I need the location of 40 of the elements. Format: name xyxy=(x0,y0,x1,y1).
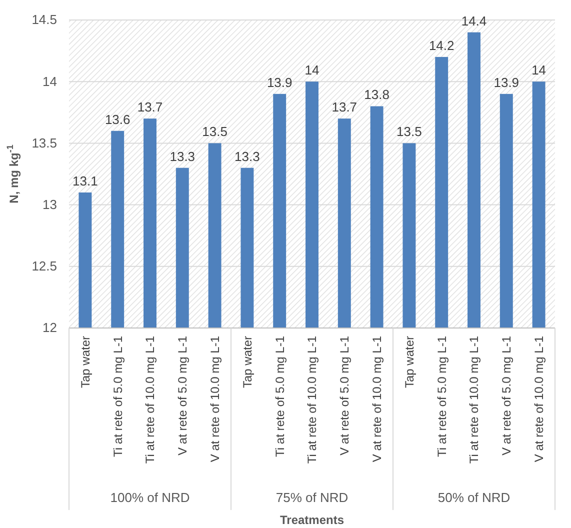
data-label: 13.5 xyxy=(396,124,422,140)
data-label: 13.9 xyxy=(494,74,520,90)
data-label: 14 xyxy=(304,62,320,78)
x-tick-label: Tap water xyxy=(240,336,254,388)
data-label: 14.4 xyxy=(461,13,487,28)
x-tick-label: Ti at rete of 5.0 mg L-1 xyxy=(110,336,125,457)
x-tick-label: Ti at rete of 5.0 mg L-1 xyxy=(272,336,287,457)
x-tick-label: Ti at rete of 10.0 mg L-1 xyxy=(467,336,482,464)
y-tick-label: 13 xyxy=(42,196,57,212)
text: 50% of NRD xyxy=(438,490,510,505)
x-tick-label: Tap water xyxy=(78,336,92,388)
data-label: 13.7 xyxy=(137,100,163,115)
x-axis-title: Treatments xyxy=(280,513,344,527)
data-label: 13.3 xyxy=(170,148,196,164)
x-tick-label: Ti at rete of 5.0 mg L-1 xyxy=(434,336,449,457)
data-label: 13.5 xyxy=(202,124,228,140)
x-tick-label: Ti at rete of 10.0 mg L-1 xyxy=(143,336,158,464)
x-tick-label: V at rete of 5.0 mg L-1 xyxy=(338,336,352,456)
text: 100% of NRD xyxy=(110,490,190,505)
data-label: 13.6 xyxy=(104,112,130,127)
y-tick-label: 12.5 xyxy=(32,258,57,274)
data-label: 14.2 xyxy=(428,38,454,53)
data-label: 14 xyxy=(532,62,546,78)
x-tick-label: V at rete of 10.0 mg L-1 xyxy=(208,336,222,462)
x-tick-label: Tap water xyxy=(402,336,416,388)
x-tick-label: V at rete of 10.0 mg L-1 xyxy=(370,336,384,462)
y-tick-label: 12 xyxy=(42,320,57,336)
y-tick-label: 14 xyxy=(42,74,57,89)
data-label: 13.8 xyxy=(364,87,390,102)
y-tick-label: 13.5 xyxy=(32,135,57,150)
x-tick-label: V at rete of 5.0 mg L-1 xyxy=(500,336,514,456)
x-tick-label: Ti at rete of 10.0 mg L-1 xyxy=(305,336,320,464)
data-label: 13.7 xyxy=(332,100,358,115)
text: 75% of NRD xyxy=(276,490,348,505)
data-label: 13.9 xyxy=(266,74,292,90)
data-label: 13.1 xyxy=(72,173,98,188)
x-tick-label: V at rete of 10.0 mg L-1 xyxy=(532,336,546,462)
y-tick-label: 14.5 xyxy=(32,12,57,28)
x-tick-label: V at rete of 5.0 mg L-1 xyxy=(176,336,190,456)
data-label: 13.3 xyxy=(234,148,260,164)
